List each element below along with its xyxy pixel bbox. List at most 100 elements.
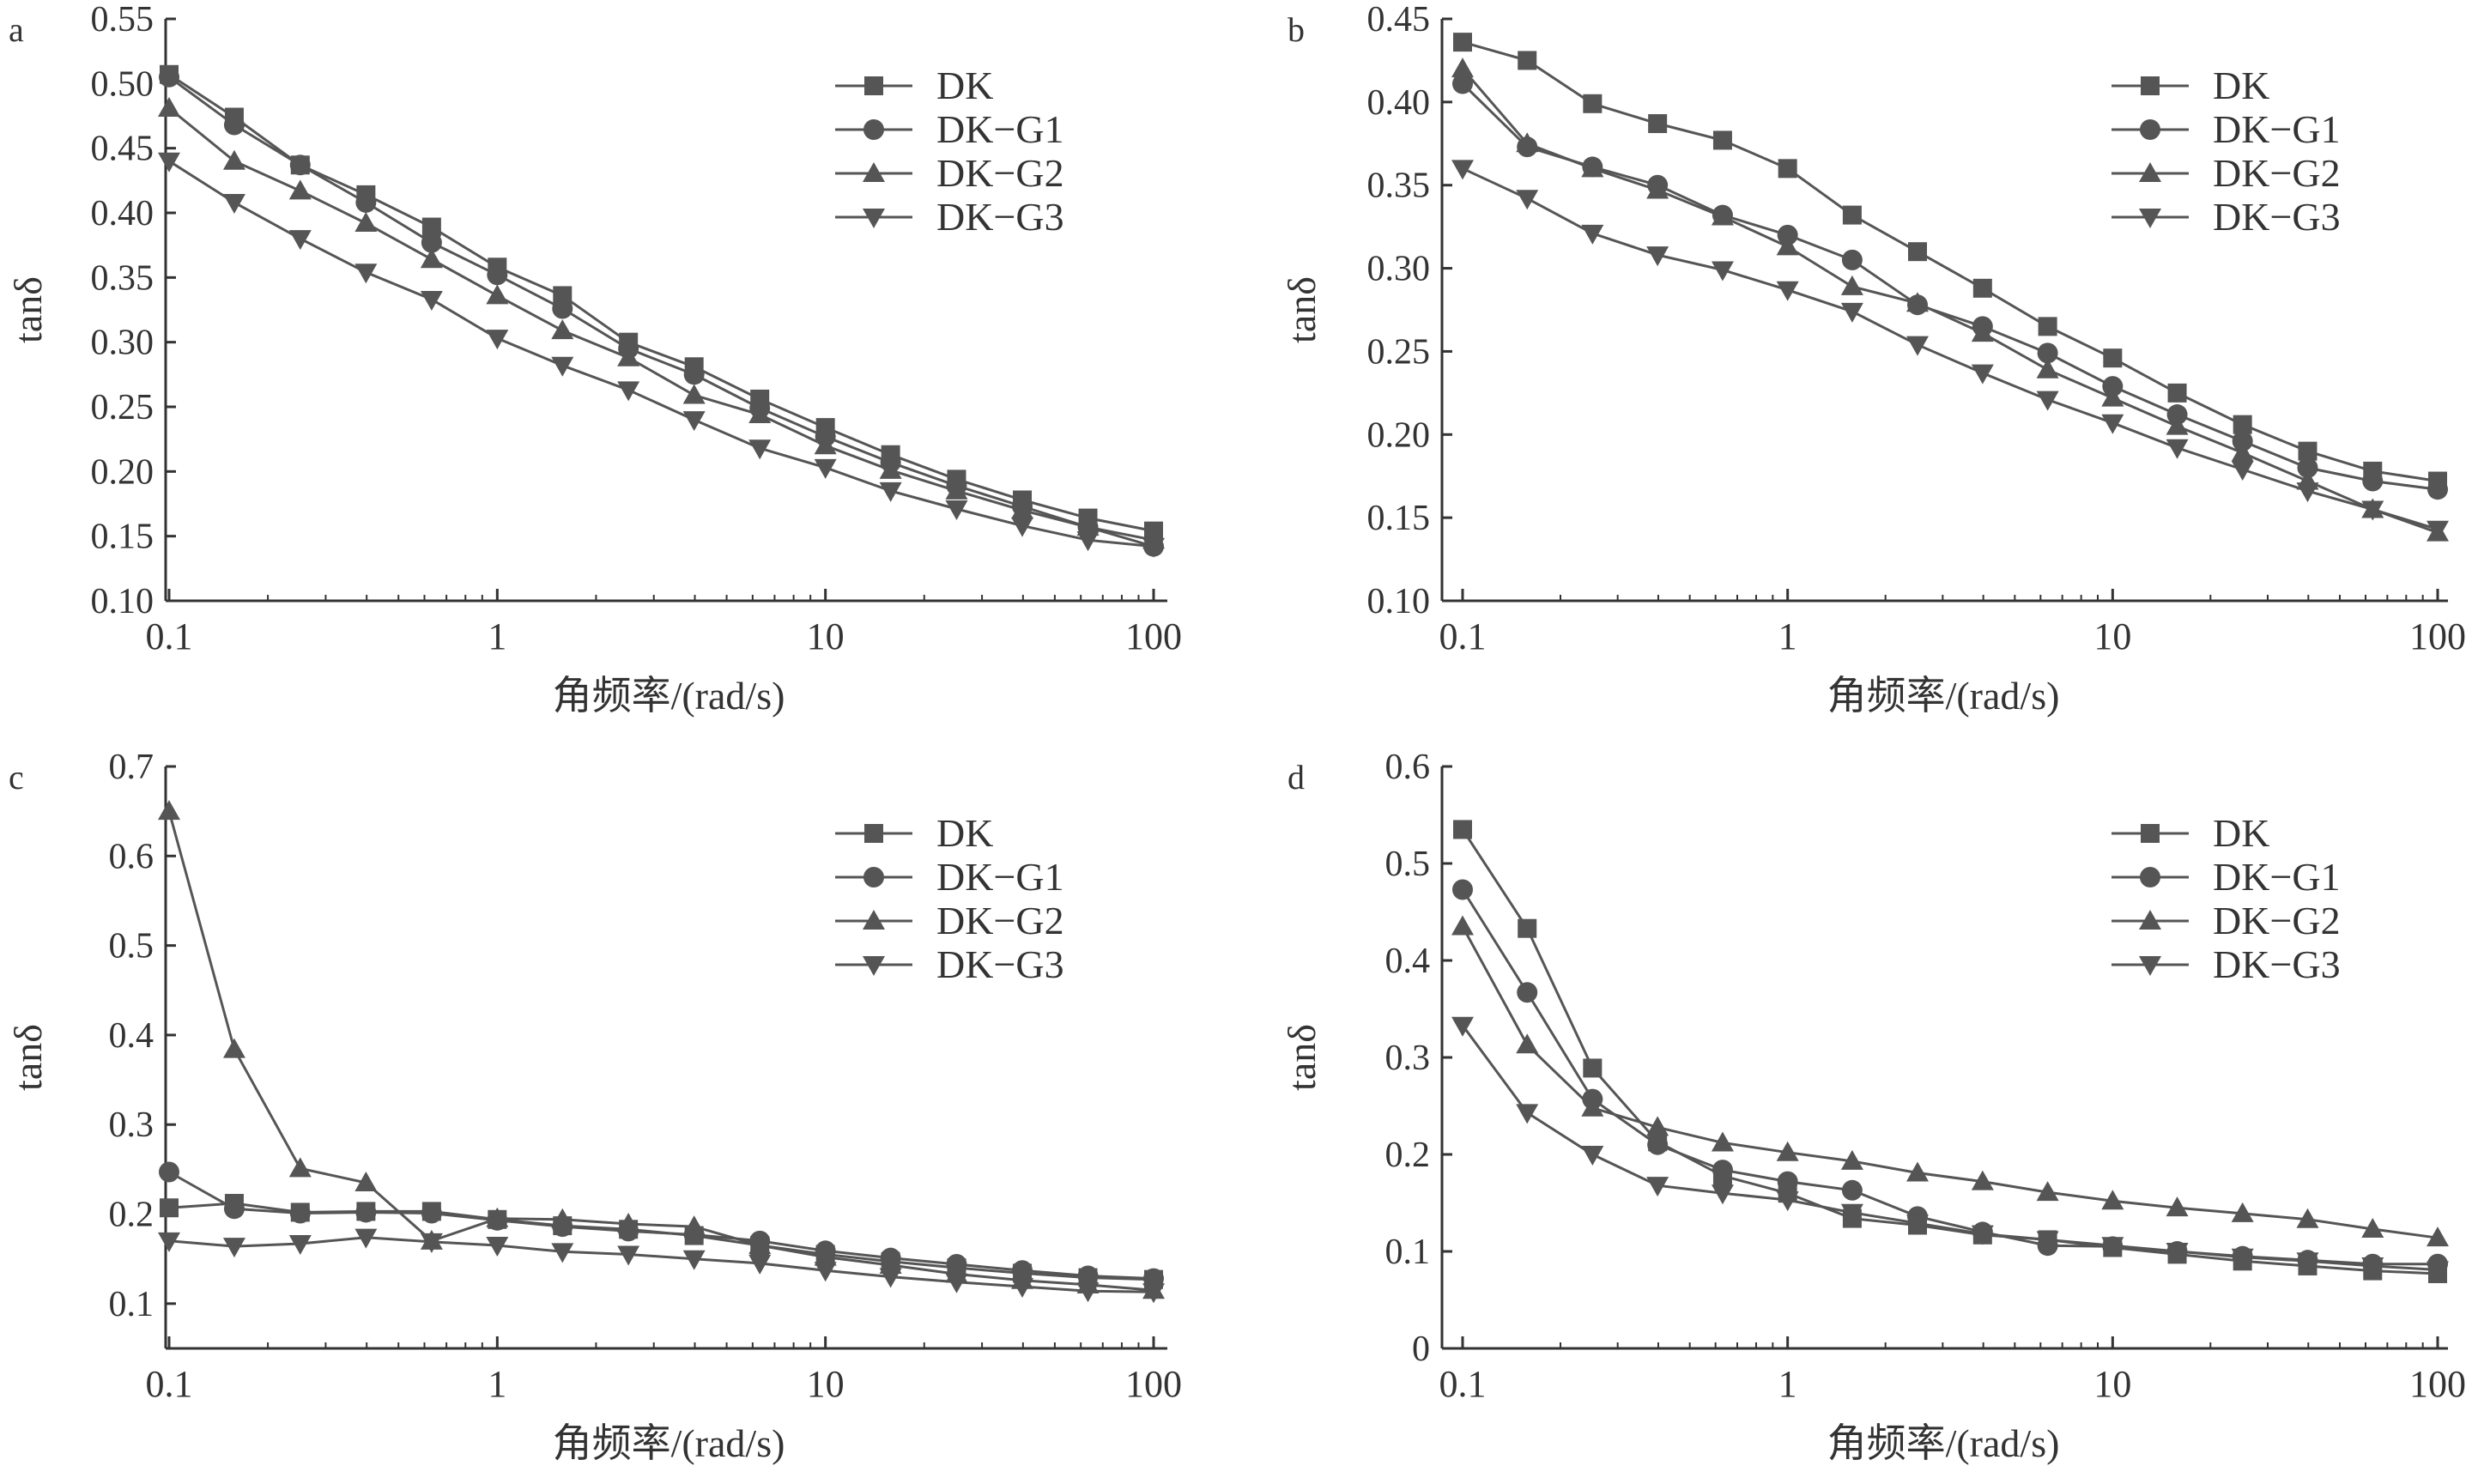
- data-point: [1451, 915, 1474, 936]
- data-point: [2427, 520, 2449, 541]
- series-line: [167, 810, 1154, 1292]
- series-line: [1461, 82, 2439, 491]
- data-point: [683, 364, 705, 385]
- y-tick-label: 0.30: [91, 324, 154, 363]
- x-tick-label: 1: [1778, 615, 1797, 657]
- legend-marker: [863, 910, 885, 930]
- legend-marker: [864, 824, 883, 843]
- x-tick-label: 0.1: [1439, 1363, 1487, 1405]
- data-point: [814, 1262, 837, 1282]
- y-tick-label: 0.45: [1367, 0, 1431, 39]
- data-point: [1646, 1116, 1669, 1136]
- data-point: [617, 346, 640, 366]
- data-point: [1076, 531, 1100, 552]
- legend-label: DK−G3: [936, 942, 1064, 986]
- data-point: [1516, 190, 1539, 210]
- data-point: [2296, 1252, 2319, 1273]
- data-point: [1646, 246, 1669, 267]
- data-point: [1971, 322, 1994, 342]
- y-tick-label: 0.40: [1367, 83, 1431, 123]
- data-point: [2101, 1237, 2124, 1257]
- legend-marker: [2140, 119, 2160, 140]
- data-point: [1646, 179, 1669, 199]
- y-tick-label: 0.1: [1385, 1233, 1431, 1272]
- data-point: [1451, 160, 1474, 180]
- y-tick-label: 0.40: [91, 194, 154, 233]
- y-tick-label: 0.25: [91, 388, 154, 427]
- x-axis-label: 角频率/(rad/s): [553, 674, 785, 718]
- legend-label: DK−G2: [2213, 151, 2341, 195]
- data-point: [288, 1234, 312, 1255]
- data-point: [879, 1268, 902, 1288]
- data-point: [682, 411, 706, 432]
- chart-panel-b: b 0.10 0.15 0.20 0.25 0.30 0.35 0.40 0.45 0.1 1 10 1…: [1280, 0, 2466, 718]
- y-tick-label: 0.30: [1367, 250, 1431, 289]
- y-tick-label: 0.3: [1385, 1039, 1431, 1078]
- data-point: [158, 96, 180, 117]
- data-point: [2361, 500, 2384, 521]
- x-tick-label: 0.1: [1439, 615, 1487, 657]
- data-point: [682, 384, 706, 404]
- x-tick-label: 10: [807, 615, 845, 657]
- data-point: [1516, 1104, 1539, 1124]
- x-axis-label: 角频率/(rad/s): [553, 1421, 785, 1465]
- legend-marker: [863, 119, 884, 140]
- data-point: [2166, 439, 2189, 459]
- data-point: [1778, 159, 1797, 179]
- legend-marker: [2139, 956, 2161, 976]
- data-point: [1581, 1096, 1604, 1117]
- series-DK−G3: [1451, 160, 2449, 541]
- data-point: [814, 434, 837, 455]
- data-point: [1841, 1179, 1863, 1201]
- y-tick-label: 0.55: [91, 0, 154, 39]
- data-point: [1777, 1171, 1798, 1192]
- x-tick-label: 1: [1778, 1363, 1797, 1405]
- y-tick-label: 0.35: [91, 258, 154, 298]
- legend-marker: [863, 956, 885, 976]
- x-tick-label: 0.1: [146, 615, 193, 657]
- data-point: [748, 439, 772, 460]
- data-point: [421, 1202, 442, 1224]
- legend-label: DK−G3: [2213, 942, 2341, 986]
- data-point: [1518, 918, 1537, 938]
- data-point: [748, 1254, 772, 1275]
- data-point: [1971, 364, 1994, 385]
- y-tick-label: 0.20: [1367, 415, 1431, 455]
- data-point: [2102, 376, 2124, 397]
- data-point: [2167, 383, 2187, 403]
- data-point: [421, 217, 441, 237]
- series-line: [1461, 828, 2439, 1275]
- data-point: [2036, 1231, 2059, 1251]
- data-point: [1011, 517, 1034, 537]
- data-point: [288, 230, 312, 251]
- y-tick-label: 0.45: [91, 130, 154, 169]
- series-DK−G2: [1451, 58, 2449, 542]
- series-line: [168, 160, 1154, 548]
- data-point: [1142, 1283, 1165, 1304]
- data-point: [551, 1208, 574, 1228]
- series-line: [168, 1171, 1154, 1281]
- chart-panel-a: a 0.10 0.15 0.20 0.25 0.30 0.35 0.40 0.45 0.50 0.5…: [6, 0, 1182, 718]
- series-line: [1462, 167, 2439, 531]
- data-point: [288, 1157, 312, 1178]
- data-point: [945, 479, 968, 500]
- legend-marker: [2139, 910, 2161, 930]
- y-tick-label: 0.1: [109, 1285, 154, 1324]
- y-tick-label: 0.4: [109, 1016, 154, 1056]
- data-point: [1648, 114, 1668, 134]
- data-point: [2038, 317, 2057, 336]
- data-point: [1011, 1278, 1034, 1299]
- legend-label: DK−G2: [2213, 899, 2341, 942]
- data-point: [814, 1245, 837, 1266]
- data-point: [2101, 386, 2124, 407]
- data-point: [1776, 1141, 1799, 1161]
- data-point: [617, 1213, 640, 1233]
- data-point: [288, 179, 312, 200]
- legend-marker: [2140, 867, 2160, 887]
- data-point: [1840, 1203, 1863, 1224]
- data-point: [1516, 132, 1539, 153]
- data-point: [1906, 292, 1930, 312]
- data-point: [1076, 516, 1100, 536]
- data-point: [1908, 242, 1928, 262]
- series-DK−G3: [1451, 1016, 2449, 1281]
